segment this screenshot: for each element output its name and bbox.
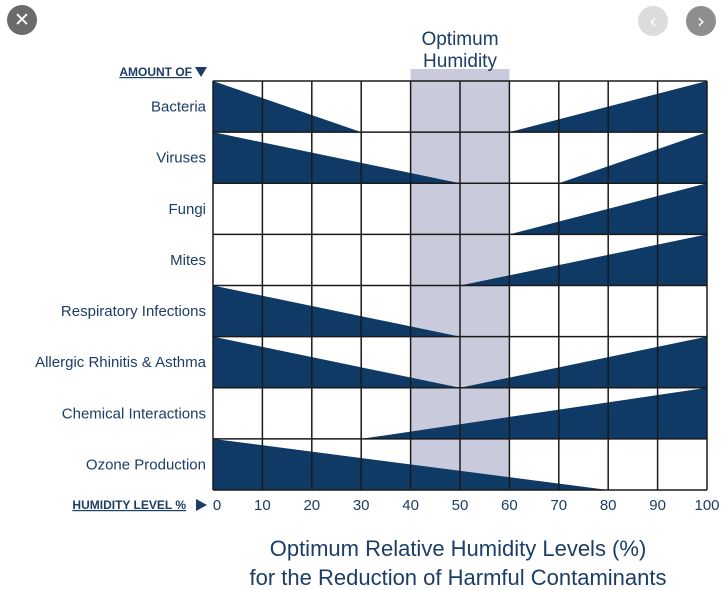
chart-title-line: for the Reduction of Harmful Contaminant… [250,565,667,590]
x-axis-label: HUMIDITY LEVEL % [72,498,186,512]
row-label: Ozone Production [86,456,206,473]
optimum-label-line: Optimum [421,29,498,50]
wedge-respiratory-infections-0 [213,285,460,337]
x-tick-label: 40 [402,497,419,514]
row-axis-label: AMOUNT OF [119,65,192,79]
x-tick-label: 30 [353,497,370,514]
row-label: Chemical Interactions [62,405,206,422]
x-tick-label: 50 [452,497,469,514]
chart-title-line: Optimum Relative Humidity Levels (%) [270,536,647,561]
chevron-left-icon: ‹ [649,9,657,33]
x-tick-label: 60 [501,497,518,514]
x-tick-label: 80 [600,497,617,514]
chevron-right-icon: › [697,9,705,33]
triangle-right-icon [196,499,207,511]
close-button[interactable]: ✕ [7,5,37,35]
wedge-viruses-1 [558,132,707,184]
x-tick-label: 10 [254,497,271,514]
x-tick-label: 100 [694,497,719,514]
wedge-mites-0 [460,234,707,286]
previous-image-button[interactable]: ‹ [638,6,668,36]
wedge-allergic-rhinitis-asthma-0 [213,336,460,388]
row-label: Respiratory Infections [61,303,206,320]
triangle-down-icon [195,67,207,77]
row-label: Fungi [168,201,206,218]
row-label: Mites [170,252,206,269]
x-tick-label: 20 [303,497,320,514]
x-tick-label: 90 [649,497,666,514]
close-icon: ✕ [14,9,30,31]
wedge-bacteria-0 [213,81,362,133]
x-tick-label: 70 [550,497,567,514]
row-label: Bacteria [151,99,207,116]
x-tick-label: 0 [213,497,221,514]
optimum-label-line: Humidity [423,51,497,72]
row-label: Viruses [156,150,206,167]
wedge-viruses-0 [213,132,460,184]
row-label: Allergic Rhinitis & Asthma [35,354,207,371]
wedge-allergic-rhinitis-asthma-1 [460,336,707,388]
next-image-button[interactable]: › [686,6,716,36]
wedge-chemical-interactions-0 [361,387,707,439]
